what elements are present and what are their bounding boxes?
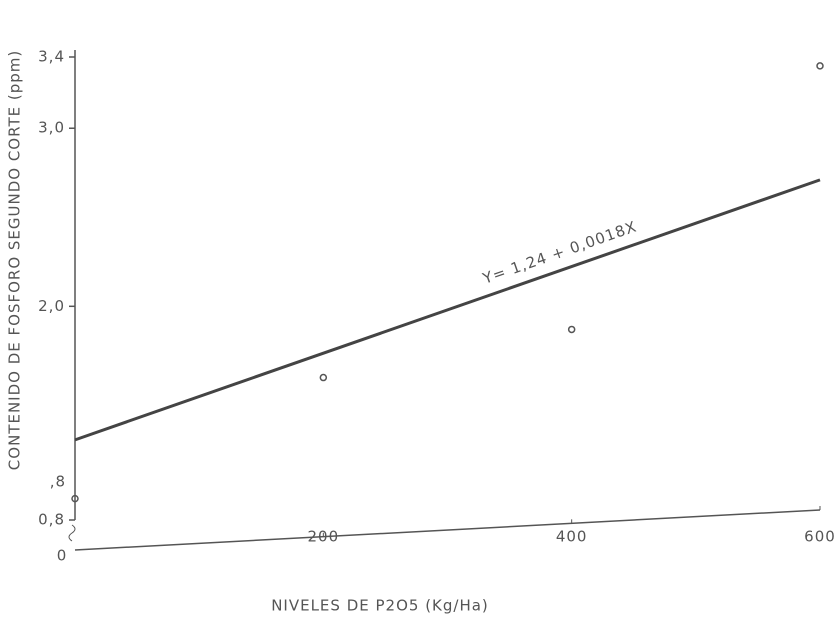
y-tick-label: 2,0 bbox=[38, 297, 65, 315]
y-tick-label: 3,4 bbox=[38, 48, 65, 66]
axis-break bbox=[68, 524, 76, 542]
y-tick-label: 3,0 bbox=[38, 119, 65, 137]
data-point bbox=[816, 62, 824, 70]
y-tick-label: 0,8 bbox=[38, 511, 65, 529]
origin-label: 0 bbox=[57, 547, 68, 565]
x-axis-title: NIVELES DE P2O5 (Kg/Ha) bbox=[271, 597, 489, 615]
data-point bbox=[567, 325, 576, 334]
x-tick-label: 400 bbox=[556, 528, 588, 546]
data-point bbox=[71, 494, 79, 503]
x-tick-label: 600 bbox=[804, 528, 836, 546]
y-axis-title: CONTENIDO DE FOSFORO SEGUNDO CORTE (ppm) bbox=[6, 50, 24, 470]
axis-break-label: ,8 bbox=[50, 473, 66, 491]
x-axis bbox=[74, 509, 821, 551]
data-point bbox=[319, 373, 328, 382]
regression-line bbox=[74, 178, 821, 442]
